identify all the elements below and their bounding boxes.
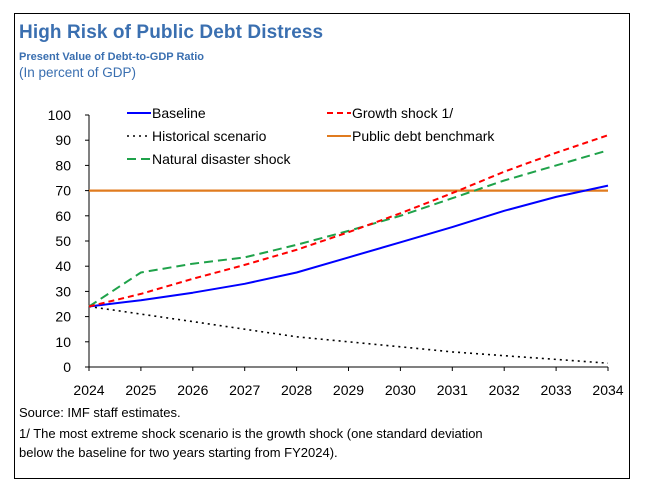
x-tick-label: 2025 xyxy=(125,382,156,398)
legend-label-natural-disaster-shock: Natural disaster shock xyxy=(152,151,292,167)
figure-frame xyxy=(14,13,630,479)
x-tick-label: 2033 xyxy=(541,382,572,398)
series-lines xyxy=(88,134,609,364)
y-tick-label: 10 xyxy=(55,334,71,350)
y-tick-label: 50 xyxy=(55,233,71,249)
series-line-historical-scenario xyxy=(88,305,609,364)
x-tick-label: 2024 xyxy=(73,382,104,398)
x-tick-label: 2027 xyxy=(229,382,260,398)
series-line-natural-disaster-shock xyxy=(88,149,609,308)
chart-title: High Risk of Public Debt Distress xyxy=(19,22,324,43)
legend-label-growth-shock-1: Growth shock 1/ xyxy=(352,105,453,121)
y-tick-label: 40 xyxy=(55,258,71,274)
y-tick-label: 60 xyxy=(55,208,71,224)
y-tick-label: 0 xyxy=(63,359,71,375)
y-tick-label: 30 xyxy=(55,283,71,299)
x-tick-label: 2032 xyxy=(489,382,520,398)
source-note: Source: IMF staff estimates. xyxy=(19,405,181,420)
y-tick-label: 70 xyxy=(55,183,71,199)
y-tick-label: 100 xyxy=(48,107,72,123)
x-tick-label: 2028 xyxy=(281,382,312,398)
x-tick-label: 2026 xyxy=(177,382,208,398)
footnote-line-1: 1/ The most extreme shock scenario is th… xyxy=(19,426,483,441)
legend: Baseline Growth shock 1/Historical scenar… xyxy=(127,105,495,167)
footnote-line-2: below the baseline for two years startin… xyxy=(19,445,338,460)
series-line-baseline xyxy=(88,184,609,308)
x-tick-label: 2029 xyxy=(333,382,364,398)
legend-label-historical-scenario: Historical scenario xyxy=(152,128,267,144)
series-line-growth-shock-1 xyxy=(88,134,609,308)
chart-subtitle: Present Value of Debt-to-GDP Ratio xyxy=(19,51,204,63)
x-tick-label: 2031 xyxy=(437,382,468,398)
legend-label-public-debt-benchmark: Public debt benchmark xyxy=(352,128,495,144)
y-tick-label: 20 xyxy=(55,309,71,325)
legend-label-baseline: Baseline xyxy=(152,105,206,121)
y-tick-label: 80 xyxy=(55,157,71,173)
y-tick-label: 90 xyxy=(55,132,71,148)
chart-units-label: (In percent of GDP) xyxy=(19,65,137,80)
x-tick-label: 2034 xyxy=(592,382,623,398)
x-tick-label: 2030 xyxy=(385,382,416,398)
